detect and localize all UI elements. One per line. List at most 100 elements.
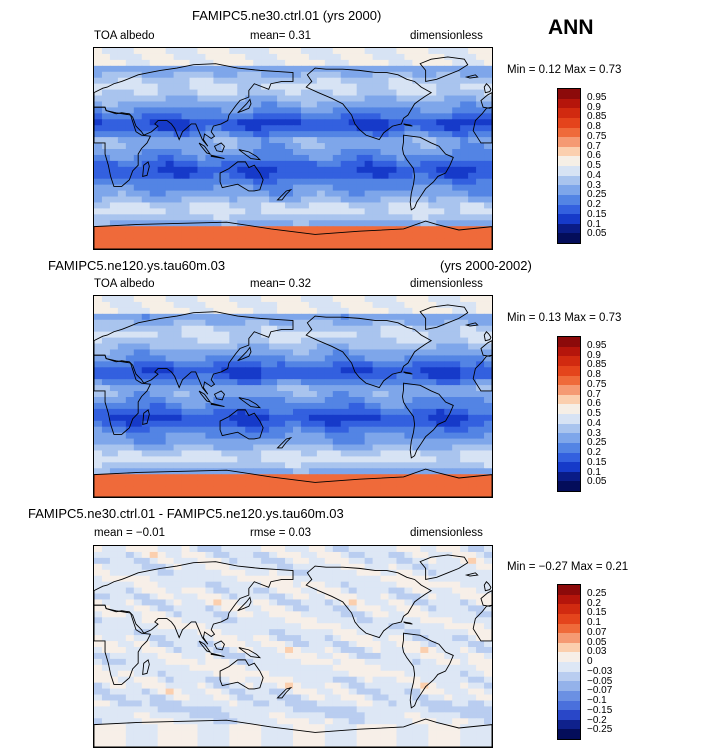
field-cell (308, 700, 318, 707)
field-cell (428, 59, 437, 67)
field-cell (237, 658, 246, 666)
field-cell (316, 113, 326, 120)
field-cell (388, 492, 397, 497)
field-cell (229, 71, 238, 79)
field-cell (460, 190, 469, 198)
field-cell (332, 220, 342, 227)
field-cell (237, 402, 246, 410)
field-cell (404, 474, 413, 481)
field-cell (452, 337, 461, 345)
field-cell (173, 706, 183, 713)
field-cell (181, 688, 191, 696)
field-cell (356, 379, 366, 386)
field-cell (452, 617, 461, 624)
field-cell (94, 652, 103, 660)
field-cell (245, 414, 254, 422)
field-cell (109, 676, 119, 684)
field-cell (300, 232, 310, 239)
field-cell (221, 226, 230, 233)
field-cell (324, 301, 334, 309)
field-cell (380, 599, 390, 606)
field-cell (396, 313, 405, 321)
field-cell (436, 670, 445, 678)
field-cell (452, 148, 461, 156)
field-cell (125, 557, 135, 565)
field-cell (340, 587, 350, 595)
field-cell (237, 160, 246, 168)
field-cell (356, 646, 366, 654)
field-cell (460, 408, 469, 416)
field-cell (109, 587, 119, 595)
field-cell (189, 575, 198, 583)
field-cell (316, 712, 326, 719)
field-cell (468, 313, 477, 321)
field-cell (101, 48, 111, 55)
field-cell (141, 184, 151, 192)
field-cell (420, 361, 429, 368)
field-cell (452, 414, 461, 422)
field-cell (300, 694, 310, 701)
field-cell (165, 486, 175, 493)
field-cell (269, 391, 278, 398)
field-cell (444, 664, 453, 672)
field-cell (205, 408, 214, 416)
field-cell (157, 444, 167, 451)
field-cell (237, 676, 246, 684)
field-cell (125, 450, 135, 457)
field-cell (173, 172, 183, 180)
field-cell (133, 202, 143, 209)
field-cell (364, 468, 374, 475)
field-cell (356, 664, 366, 672)
field-cell (300, 143, 310, 150)
field-cell (277, 208, 286, 215)
field-cell (396, 65, 405, 73)
field-cell (253, 343, 262, 350)
field-cell (261, 307, 270, 315)
field-cell (404, 119, 413, 126)
field-cell (452, 172, 461, 180)
field-cell (141, 71, 151, 79)
field-cell (245, 343, 254, 350)
field-cell (308, 486, 318, 493)
field-cell (277, 160, 286, 168)
field-cell (404, 313, 413, 321)
field-cell (157, 113, 167, 120)
field-cell (237, 190, 246, 198)
field-cell (213, 190, 222, 198)
field-cell (149, 718, 159, 725)
field-cell (316, 107, 326, 114)
field-cell (173, 190, 183, 198)
field-cell (237, 65, 246, 73)
field-cell (101, 480, 111, 487)
field-cell (253, 48, 262, 55)
field-cell (125, 184, 135, 192)
field-cell (293, 402, 302, 410)
field-cell (340, 325, 350, 333)
field-cell (101, 296, 111, 303)
field-cell (324, 432, 334, 440)
field-cell (133, 220, 143, 227)
field-cell (213, 373, 222, 380)
field-cell (428, 355, 437, 362)
field-cell (157, 65, 167, 73)
field-cell (181, 119, 191, 126)
field-cell (452, 641, 461, 648)
field-cell (468, 48, 477, 55)
field-cell (436, 89, 445, 97)
field-cell (380, 617, 390, 624)
field-cell (452, 557, 461, 565)
field-cell (125, 569, 135, 577)
field-cell (428, 95, 437, 102)
field-cell (468, 355, 477, 362)
field-cell (205, 166, 214, 174)
field-cell (141, 605, 151, 612)
field-cell (181, 700, 191, 707)
field-cell (452, 184, 461, 192)
field-cell (94, 432, 103, 440)
field-cell (460, 361, 469, 368)
field-cell (404, 712, 413, 719)
field-cell (364, 137, 374, 144)
field-cell (460, 426, 469, 434)
field-cell (404, 232, 413, 239)
field-cell (452, 652, 461, 660)
